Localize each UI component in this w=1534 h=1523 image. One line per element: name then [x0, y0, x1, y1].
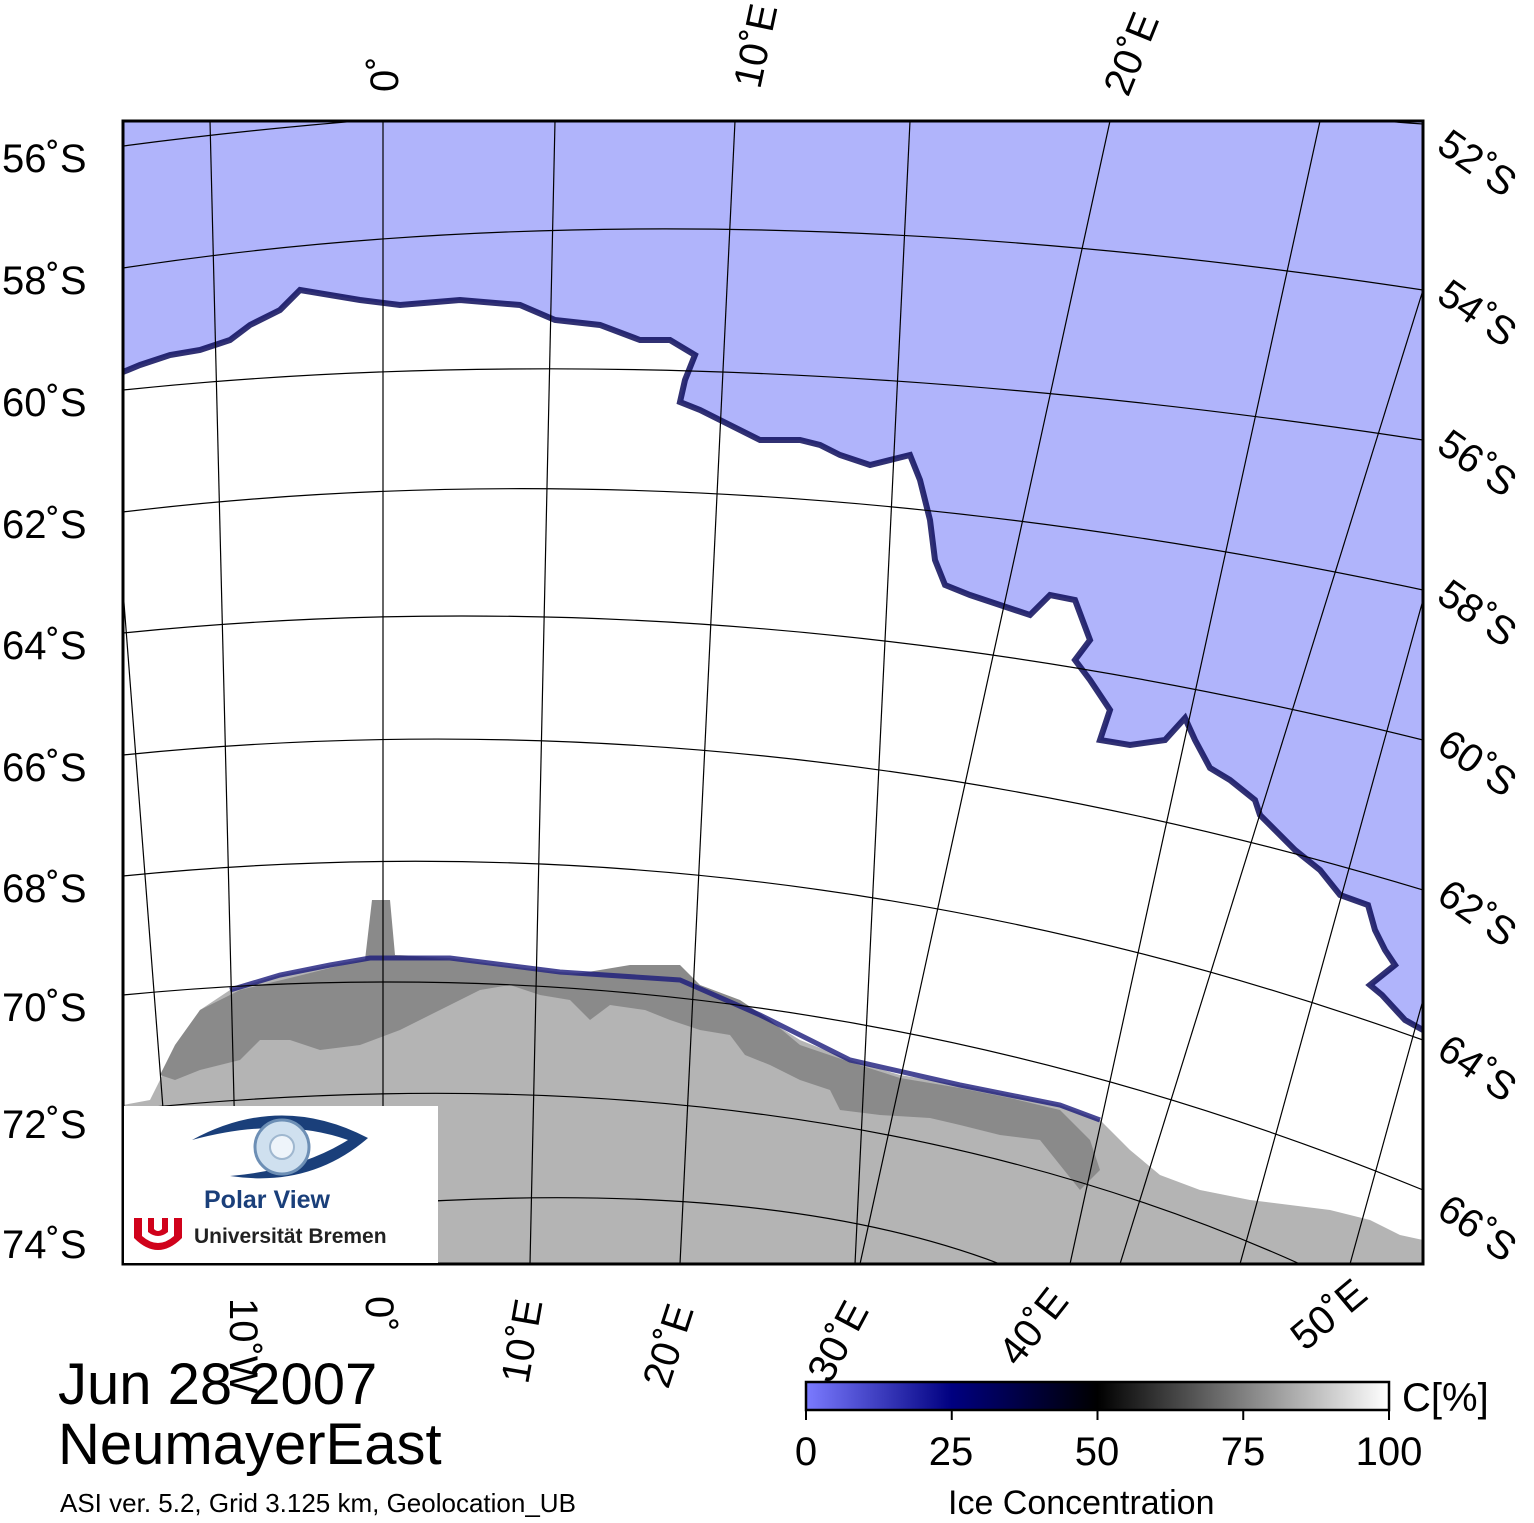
- open-water-area: [123, 121, 1423, 1030]
- lon-label: 10˚E: [494, 1296, 552, 1387]
- longitude-labels-top: 0˚ 10˚E 20˚E: [363, 0, 1168, 101]
- logo-title: Polar View: [204, 1186, 330, 1214]
- map-frame: [121, 119, 1425, 1266]
- lat-label: 64˚S: [2, 624, 87, 668]
- map-metadata: ASI ver. 5.2, Grid 3.125 km, Geolocation…: [60, 1488, 576, 1518]
- colorbar-tick-label: 100: [1355, 1430, 1423, 1474]
- polar-view-logo: Polar View Universität Bremen: [124, 1106, 438, 1263]
- lat-label: 68˚S: [2, 867, 87, 911]
- eye-icon: [192, 1115, 368, 1179]
- lat-label: 60˚S: [2, 381, 87, 425]
- lat-label: 64˚S: [1430, 1026, 1524, 1111]
- lon-label: 20˚E: [1096, 7, 1168, 102]
- latitude-labels-left: 56˚S 58˚S 60˚S 62˚S 64˚S 66˚S 68˚S 70˚S …: [2, 137, 87, 1267]
- colorbar-tick-label: 0: [794, 1430, 818, 1474]
- colorbar-gradient: [804, 1380, 1391, 1412]
- lat-label: 56˚S: [2, 137, 87, 181]
- lat-label: 58˚S: [1430, 571, 1524, 656]
- colorbar-ticks-marks: [805, 1410, 1390, 1420]
- longitude-labels-bottom: 10˚W 0˚ 10˚E 20˚E 30˚E 40˚E 50˚E: [221, 1271, 1376, 1394]
- lon-label: 10˚W: [221, 1298, 265, 1394]
- lat-label: 74˚S: [2, 1223, 87, 1267]
- lat-label: 66˚S: [2, 746, 87, 790]
- colorbar-title: Ice Concentration: [948, 1484, 1215, 1522]
- map-region: NeumayerEast: [58, 1412, 442, 1477]
- land-area: [123, 955, 1423, 1264]
- ice-shelf-area: [160, 900, 1100, 1190]
- lat-label: 70˚S: [2, 986, 87, 1030]
- colorbar-tick-label: 25: [928, 1430, 974, 1474]
- lat-label: 62˚S: [1430, 871, 1524, 956]
- colorbar-tick-label: 50: [1074, 1430, 1120, 1474]
- lon-label: 20˚E: [635, 1299, 703, 1393]
- lat-label: 54˚S: [1430, 271, 1524, 356]
- lat-label: 52˚S: [1430, 121, 1524, 206]
- colorbar-tick-label: 75: [1220, 1430, 1266, 1474]
- lat-label: 66˚S: [1430, 1186, 1524, 1271]
- bremen-crest-icon: [134, 1218, 182, 1250]
- lon-label: 40˚E: [990, 1280, 1077, 1374]
- colorbar-unit: C[%]: [1402, 1376, 1489, 1420]
- lat-label: 62˚S: [2, 503, 87, 547]
- ice-edge-coast: [229, 955, 1101, 1123]
- lon-label: 0˚: [363, 56, 407, 92]
- latitude-labels-right: 52˚S 54˚S 56˚S 58˚S 60˚S 62˚S 64˚S 66˚S: [1430, 121, 1524, 1271]
- lat-label: 60˚S: [1430, 721, 1524, 806]
- lon-label: 0˚: [357, 1296, 401, 1332]
- lon-label: 50˚E: [1283, 1271, 1376, 1359]
- lat-label: 58˚S: [2, 259, 87, 303]
- logo-university: Universität Bremen: [194, 1225, 387, 1248]
- graticule: [123, 121, 1423, 1264]
- ice-edge-north: [123, 286, 1423, 1033]
- lat-label: 56˚S: [1430, 421, 1524, 506]
- lon-label: 30˚E: [799, 1294, 878, 1389]
- lon-label: 10˚E: [726, 0, 787, 92]
- lat-label: 72˚S: [2, 1103, 87, 1147]
- map-date: Jun 28 2007: [58, 1352, 378, 1417]
